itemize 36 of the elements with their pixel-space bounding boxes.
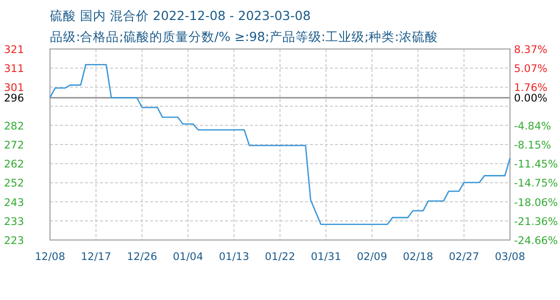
y-tick-label: 282 xyxy=(4,120,24,132)
y-tick-label: 262 xyxy=(4,158,24,171)
x-tick-label: 01/04 xyxy=(172,251,204,263)
y-tick-label: 243 xyxy=(4,196,24,209)
x-tick-label: 01/13 xyxy=(218,251,250,263)
y2-tick-label: 0.00% xyxy=(514,92,548,104)
y2-tick-label: 8.37% xyxy=(514,44,548,56)
y-tick-label: 233 xyxy=(4,216,24,228)
y-tick-label: 311 xyxy=(4,63,24,76)
x-tick-label: 02/09 xyxy=(356,251,388,263)
x-tick-label: 12/26 xyxy=(126,251,158,263)
y-tick-label: 301 xyxy=(4,82,24,94)
x-tick-label: 01/22 xyxy=(264,251,296,263)
y-tick-label: 223 xyxy=(4,235,24,247)
y-tick-label: 272 xyxy=(4,140,24,152)
chart-subtitle: 品级:合格品;硫酸的质量分数/% ≥:98;产品等级:工业级;种类:浓硫酸 xyxy=(50,29,438,44)
x-tick-label: 03/08 xyxy=(494,251,526,263)
x-tick-label: 12/08 xyxy=(34,251,66,263)
y2-tick-label: 1.76% xyxy=(514,82,548,94)
line-series xyxy=(49,64,511,226)
y-tick-label: 321 xyxy=(4,44,24,56)
x-tick-label: 02/18 xyxy=(402,251,434,263)
y2-tick-label: -14.75% xyxy=(514,178,558,190)
y-tick-label: 252 xyxy=(4,178,24,190)
y2-tick-label: -21.36% xyxy=(514,216,558,228)
ref-line-label: 296 xyxy=(4,92,24,105)
y2-tick-label: -11.45% xyxy=(514,158,558,171)
chart-title: 硫酸 国内 混合价 2022-12-08 - 2023-03-08 xyxy=(50,8,311,23)
y2-tick-label: -18.06% xyxy=(514,196,558,209)
x-tick-label: 12/17 xyxy=(80,251,112,263)
y2-tick-label: 5.07% xyxy=(514,63,548,76)
x-tick-label: 01/31 xyxy=(310,251,342,263)
y2-tick-label: -4.84% xyxy=(514,120,552,132)
x-tick-label: 02/27 xyxy=(448,251,480,263)
y2-tick-label: -24.66% xyxy=(514,235,558,247)
y2-tick-label: -8.15% xyxy=(514,140,552,152)
